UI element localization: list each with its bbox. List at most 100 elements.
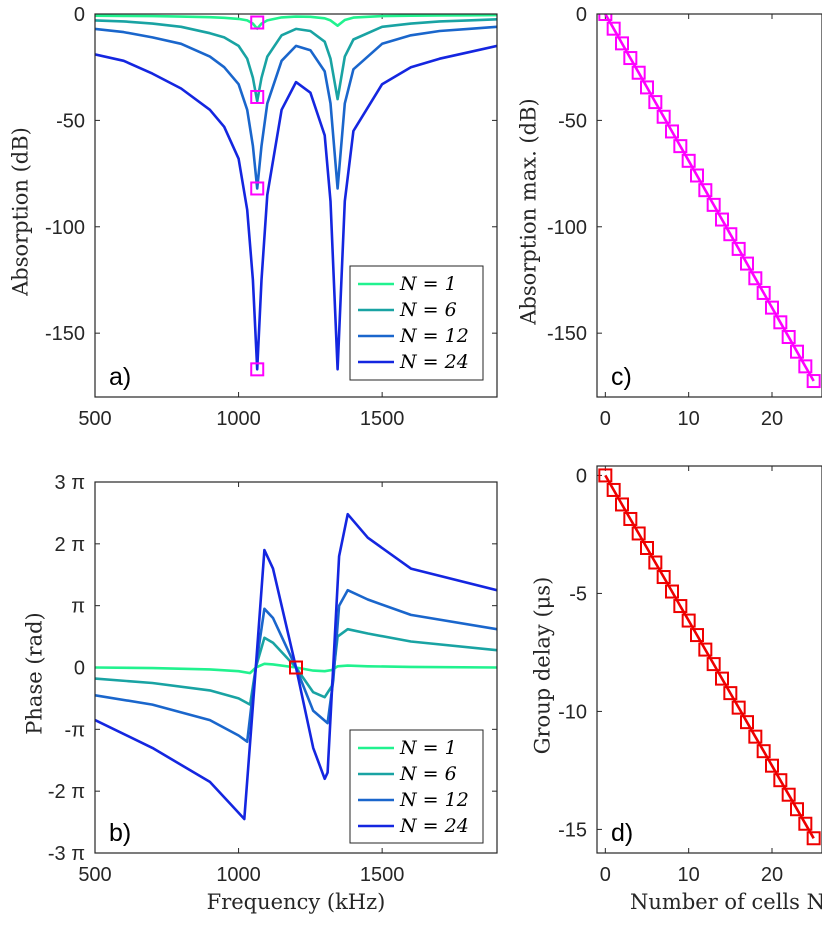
legend-entry-4: N = 24	[399, 815, 469, 837]
highlight-marker	[250, 15, 265, 30]
y-tick-label: -10	[558, 701, 587, 723]
data-point-marker	[631, 526, 646, 541]
x-tick-label: 1500	[360, 408, 405, 430]
data-point-marker	[790, 344, 804, 359]
data-point-marker	[731, 700, 746, 715]
y-tick-label: 0	[74, 4, 85, 26]
data-point-marker	[723, 686, 738, 701]
y-tick-label: -150	[45, 323, 85, 345]
data-point-marker	[715, 671, 729, 686]
data-point-marker	[706, 197, 721, 212]
y-tick-label: -150	[547, 323, 587, 345]
y-tick-label: -5	[569, 583, 587, 605]
y-axis-label: Absorption max. (dB)	[516, 98, 540, 325]
data-point-marker	[681, 613, 696, 628]
y-axis-label: Absorption (dB)	[8, 127, 32, 297]
x-axis-label: Frequency (kHz)	[207, 890, 386, 914]
data-point-marker	[790, 802, 804, 817]
data-point-marker	[665, 124, 679, 139]
highlight-marker	[250, 362, 265, 377]
data-point-marker	[715, 212, 729, 227]
legend-entry-2: N = 6	[399, 763, 457, 785]
data-point-marker	[748, 271, 763, 286]
y-tick-label: -2 π	[48, 781, 85, 803]
x-tick-label: 0	[600, 408, 611, 430]
data-point-marker	[656, 570, 671, 585]
data-point-marker	[606, 482, 621, 497]
plot-area	[95, 14, 497, 371]
data-point-marker	[623, 51, 638, 66]
x-tick-label: 20	[761, 408, 783, 430]
y-tick-label: -50	[56, 110, 85, 132]
x-tick-label: 1000	[216, 864, 261, 886]
data-point-marker	[740, 256, 754, 271]
data-point-marker	[773, 315, 788, 330]
data-point-marker	[631, 65, 646, 80]
data-point-marker	[806, 374, 821, 389]
data-point-marker	[673, 139, 688, 154]
highlight-marker	[289, 660, 303, 675]
data-point-marker	[798, 359, 813, 374]
y-axis-label: Group delay (μs)	[530, 577, 554, 755]
legend-entry-1: N = 1	[399, 273, 457, 295]
data-point-marker	[798, 816, 813, 831]
axes-frame	[596, 465, 822, 854]
legend-entry-1: N = 1	[399, 737, 457, 759]
data-point-marker	[698, 642, 713, 657]
plot-area	[598, 468, 821, 846]
series-line-1	[604, 14, 815, 382]
data-point-marker	[598, 14, 613, 21]
y-tick-label: 3 π	[55, 472, 85, 494]
data-point-marker	[756, 744, 771, 759]
y-tick-label: -15	[558, 819, 587, 841]
legend: N = 1 N = 6 N = 12 N = 24	[349, 265, 484, 381]
series-line-3	[95, 25, 497, 190]
y-tick-label: -100	[547, 217, 587, 239]
x-tick-label: 10	[678, 864, 700, 886]
panel-label: b)	[109, 819, 131, 847]
data-point-marker	[690, 168, 704, 183]
plot-area	[598, 14, 821, 389]
legend-entry-3: N = 12	[399, 325, 469, 347]
axes-frame	[94, 13, 498, 398]
y-tick-label: -3 π	[48, 843, 85, 865]
data-point-marker	[723, 227, 738, 242]
data-point-marker	[756, 285, 771, 300]
panel-c: 0 10 20 0 -50 -100 -150 c) Absorption max. (dB)	[516, 4, 822, 430]
data-point-marker	[806, 831, 821, 846]
series-line-4	[95, 44, 497, 371]
legend-entry-4: N = 24	[399, 351, 469, 373]
x-tick-label: 20	[761, 864, 783, 886]
axes-frame	[94, 481, 498, 854]
highlight-marker	[250, 181, 265, 196]
legend-entry-2: N = 6	[399, 299, 457, 321]
data-point-marker	[690, 628, 704, 643]
legend: N = 1 N = 6 N = 12 N = 24	[349, 729, 484, 844]
panel-label: a)	[109, 363, 131, 391]
panel-a: 500 1000 1500 0 -50 -100 -150 a) Absorption (dB)…	[8, 4, 498, 430]
data-point-marker	[648, 95, 663, 110]
data-point-marker	[623, 511, 638, 526]
series-line-1	[95, 14, 497, 31]
x-tick-label: 1000	[216, 408, 261, 430]
y-tick-label: 0	[74, 658, 85, 680]
data-point-marker	[773, 773, 788, 788]
y-tick-label: -50	[558, 110, 587, 132]
series-line-4	[95, 512, 497, 821]
data-point-marker	[673, 599, 688, 614]
data-point-marker	[648, 555, 663, 570]
data-point-marker	[740, 715, 754, 730]
data-point-marker	[706, 657, 721, 672]
legend-entry-3: N = 12	[399, 789, 469, 811]
data-point-marker	[656, 109, 671, 124]
y-tick-label: -π	[65, 719, 85, 741]
data-point-marker	[748, 729, 763, 744]
y-tick-label: 0	[576, 465, 587, 487]
axes-frame	[596, 13, 822, 398]
y-tick-label: π	[71, 596, 85, 618]
y-tick-label: 2 π	[55, 534, 85, 556]
data-point-marker	[615, 36, 629, 51]
plot-area	[95, 512, 497, 821]
x-tick-label: 500	[78, 408, 111, 430]
series-line-1	[604, 474, 815, 839]
